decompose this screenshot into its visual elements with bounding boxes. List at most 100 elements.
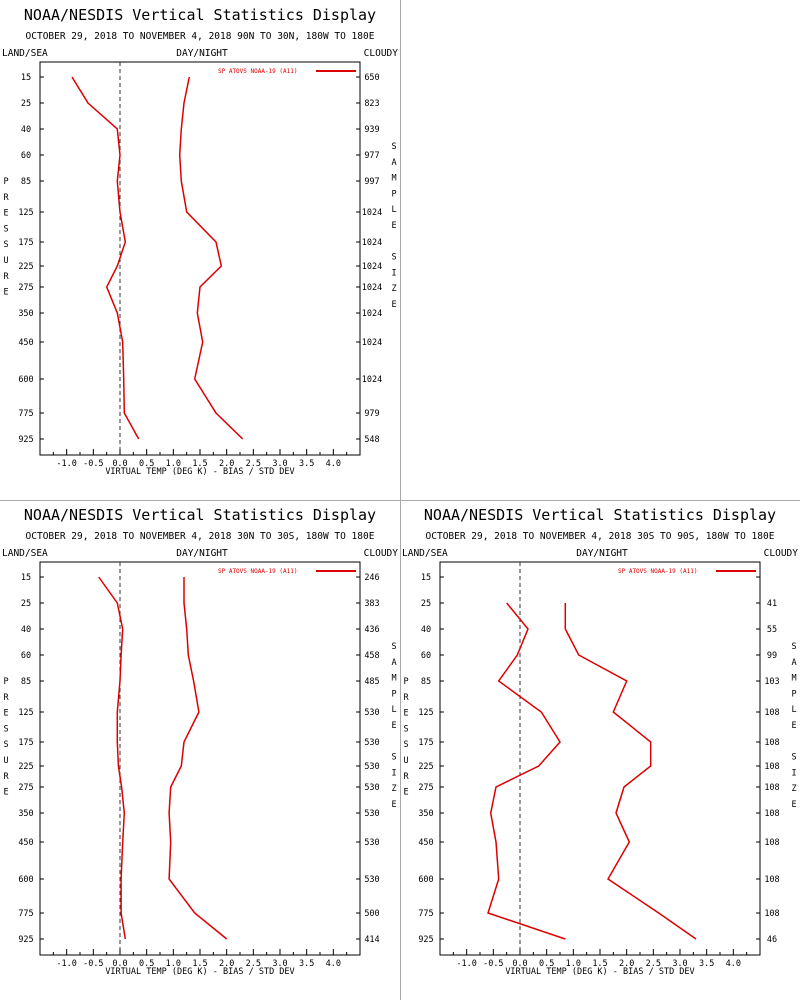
corner-label-right: CLOUDY [764,548,799,559]
x-tick-label: 1.0 [166,959,181,969]
y-axis-label-letter: E [403,709,408,719]
y2-axis-label-letter: L [391,705,396,715]
chart-title: NOAA/NESDIS Vertical Statistics Display [24,506,376,524]
x-tick-label: 1.5 [192,959,207,969]
y2-axis-label-letter: Z [791,784,796,794]
y-tick-label: 450 [18,838,33,848]
legend-label: SP ATOVS NOAA-19 (A11) [218,568,297,575]
y-tick-label: 60 [21,151,31,161]
y2-axis-label-letter: E [391,721,396,731]
y-tick-label: 925 [18,935,33,945]
corner-label-left: LAND/SEA [2,48,48,59]
sample-size-label: 530 [364,809,379,819]
y-axis-label-letter: R [3,272,9,282]
sample-size-label: 1024 [362,238,382,248]
series-line-stddev [168,577,228,940]
sample-size-label: 530 [364,838,379,848]
corner-label-right: CLOUDY [364,48,399,59]
series-line-bias [98,576,127,940]
sample-size-label: 500 [364,909,379,919]
x-tick-label: -1.0 [56,959,76,969]
y2-axis-label-letter: Z [391,284,396,294]
y-tick-label: 350 [418,809,433,819]
y-axis-label-letter: E [3,788,8,798]
sample-size-label: 436 [364,625,379,635]
y2-axis-label-letter: S [391,642,396,652]
y-tick-label: 25 [21,99,31,109]
y2-axis-label-letter: E [391,800,396,810]
y-tick-label: 85 [21,677,31,687]
x-tick-label: 2.5 [246,459,261,469]
sample-size-label: 103 [764,677,779,687]
sample-size-label: 530 [364,708,379,718]
y-axis-label-letter: R [3,693,9,703]
x-tick-label: 3.5 [299,959,314,969]
y2-axis-label-letter: I [391,268,396,278]
corner-label-left: LAND/SEA [2,548,48,559]
y-tick-label: 275 [18,783,33,793]
y-axis-label-letter: P [3,177,8,187]
x-tick-label: -0.5 [483,959,503,969]
y-tick-label: 40 [21,625,31,635]
x-tick-label: 0.0 [112,959,127,969]
y-axis-label-letter: P [3,677,8,687]
sample-size-label: 108 [764,838,779,848]
x-tick-label: 0.0 [112,459,127,469]
sample-size-label: 41 [767,599,777,609]
chart-svg: NOAA/NESDIS Vertical Statistics Display O… [2,506,399,977]
y-tick-label: 775 [18,409,33,419]
chart-subtitle: OCTOBER 29, 2018 TO NOVEMBER 4, 2018 30N… [26,531,375,542]
sample-size-label: 939 [364,125,379,135]
y2-axis-label-letter: S [391,142,396,152]
x-tick-label: 2.0 [619,959,634,969]
y-axis-label-letter: R [3,772,9,782]
sample-size-label: 997 [364,177,379,187]
x-tick-label: 2.5 [246,959,261,969]
sample-size-label: 979 [364,409,379,419]
y-tick-label: 225 [18,762,33,772]
y2-axis-label-letter: A [391,158,396,168]
y2-axis-label-letter: P [391,189,396,199]
y-axis-label-letter: U [3,756,8,766]
y-axis-label-letter: E [3,288,8,298]
sample-size-label: 485 [364,677,379,687]
x-tick-label: 1.5 [192,459,207,469]
sample-size-label: 530 [364,875,379,885]
corner-label-center: DAY/NIGHT [576,548,628,559]
y2-axis-label-letter: Z [391,784,396,794]
y2-axis-label-letter: I [391,768,396,778]
sample-size-label: 108 [764,909,779,919]
sample-size-label: 108 [764,875,779,885]
sample-size-label: 46 [767,935,777,945]
y-tick-label: 15 [21,573,31,583]
y2-axis-label-letter: S [791,753,796,763]
y-axis-label-letter: S [403,724,408,734]
y-tick-label: 125 [418,708,433,718]
y-axis-label-letter: P [403,677,408,687]
chart-title: NOAA/NESDIS Vertical Statistics Display [24,6,376,24]
y2-axis-label-letter: S [791,642,796,652]
chart-subtitle: OCTOBER 29, 2018 TO NOVEMBER 4, 2018 90N… [26,31,375,42]
sample-size-label: 548 [364,435,379,445]
y-tick-label: 40 [21,125,31,135]
y-tick-label: 925 [418,935,433,945]
y2-axis-label-letter: I [791,768,796,778]
y2-axis-label-letter: S [391,253,396,263]
y-axis-label-letter: S [3,740,8,750]
x-tick-label: -0.5 [83,459,103,469]
y-tick-label: 275 [18,283,33,293]
sample-size-label: 1024 [362,338,382,348]
y-tick-label: 25 [21,599,31,609]
sample-size-label: 650 [364,73,379,83]
y-tick-label: 40 [421,625,431,635]
y-tick-label: 600 [18,375,33,385]
sample-size-label: 108 [764,738,779,748]
sample-size-label: 1024 [362,208,382,218]
sample-size-label: 458 [364,651,379,661]
x-tick-label: 0.5 [139,459,154,469]
corner-label-right: CLOUDY [364,548,399,559]
y2-axis-label-letter: E [391,221,396,231]
y-tick-label: 775 [418,909,433,919]
x-tick-label: -0.5 [83,959,103,969]
y-tick-label: 125 [18,208,33,218]
